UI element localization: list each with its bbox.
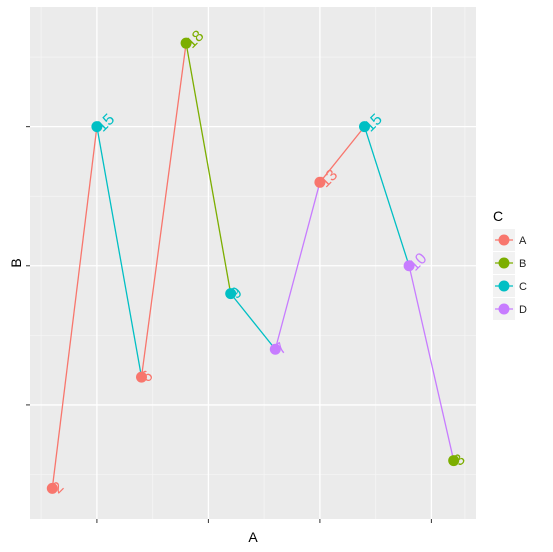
legend-key-point — [498, 234, 510, 246]
series-line-segment — [230, 293, 276, 350]
legend-label: C — [519, 281, 527, 293]
series-line-segment — [51, 126, 98, 489]
series-line-segment — [274, 182, 321, 350]
plot-panel — [30, 7, 476, 519]
legend-label: D — [519, 304, 527, 316]
legend-key-point — [498, 303, 510, 315]
series-line-segment — [140, 43, 187, 378]
legend-label: B — [519, 258, 526, 270]
legend-label: A — [519, 235, 527, 247]
grid — [30, 7, 476, 519]
data-point — [225, 288, 237, 300]
series-lines — [51, 43, 455, 489]
series-line-segment — [408, 265, 455, 461]
legend-key-point — [498, 280, 510, 292]
series-line-segment — [319, 126, 366, 183]
x-axis-title: A — [248, 529, 258, 545]
series-line-segment — [96, 126, 143, 378]
data-point — [91, 121, 103, 133]
series-line-segment — [363, 126, 410, 266]
data-point — [403, 260, 415, 272]
y-axis-title: B — [8, 258, 24, 267]
data-point — [359, 121, 370, 133]
data-points — [46, 37, 460, 494]
legend-key-point — [498, 257, 510, 269]
data-point — [448, 455, 460, 467]
data-point — [269, 343, 281, 355]
data-point — [46, 482, 58, 494]
axis-ticks — [26, 126, 432, 523]
legend-title: C — [493, 208, 503, 224]
data-point — [314, 176, 326, 188]
series-line-segment — [185, 43, 232, 294]
data-point — [180, 37, 192, 49]
data-point — [136, 371, 147, 383]
